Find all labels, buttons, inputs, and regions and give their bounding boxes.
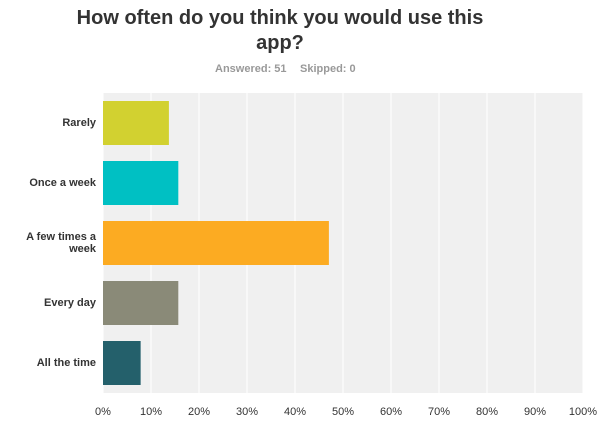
answered: Answered: 51 [215, 63, 287, 75]
x-tick-label: 80% [476, 406, 498, 418]
x-tick-label: 90% [524, 406, 546, 418]
x-tick-label: 0% [95, 406, 111, 418]
skipped: Skipped: 0 [300, 63, 356, 75]
x-tick-label: 100% [569, 406, 597, 418]
x-tick-label: 60% [380, 406, 402, 418]
y-tick-label: Every day [44, 297, 96, 309]
bar [103, 221, 329, 265]
y-tick-label: Rarely [62, 117, 96, 129]
x-tick-label: 40% [284, 406, 306, 418]
bar [103, 341, 141, 385]
bar [103, 101, 169, 145]
y-tick-label: All the time [36, 357, 96, 369]
y-tick-label: A few times a week [26, 231, 96, 255]
y-tick-label: Once a week [29, 177, 96, 189]
x-tick-label: 70% [428, 406, 450, 418]
chart-title: How often do you think you would use thi… [76, 7, 484, 54]
x-tick-label: 30% [236, 406, 258, 418]
x-tick-label: 50% [332, 406, 354, 418]
bar [103, 281, 179, 325]
x-tick-label: 10% [140, 406, 162, 418]
bar [103, 161, 179, 205]
x-tick-label: 20% [188, 406, 210, 418]
